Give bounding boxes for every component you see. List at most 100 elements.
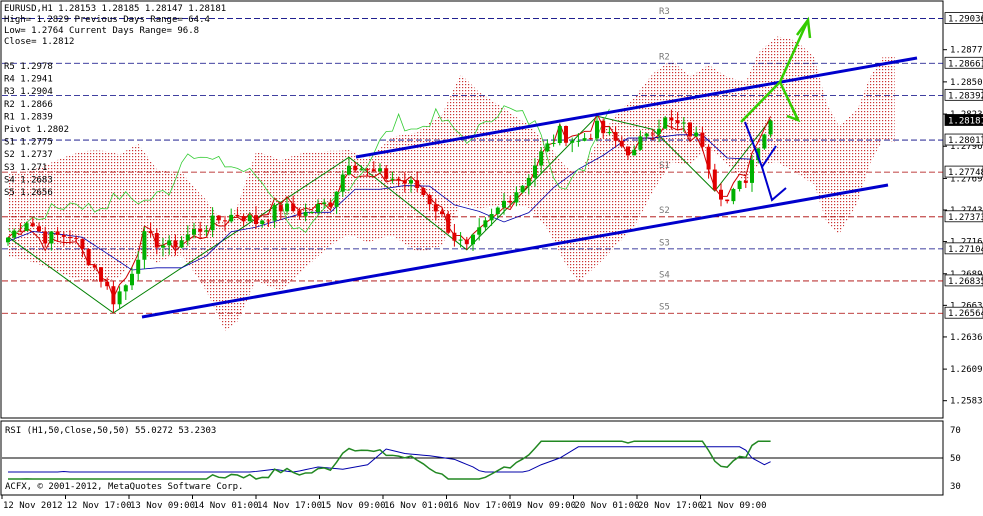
candle-body	[669, 117, 674, 121]
resistance-trendline	[355, 56, 918, 159]
candle-body	[235, 214, 240, 217]
pivot-label-list: R5 1.2978 R4 1.2941 R3 1.2904 R2 1.2866 R1 1…	[4, 62, 69, 198]
time-tick-label: 14 Nov 17:00	[257, 501, 322, 511]
price-tick-label: 1.28775	[950, 46, 983, 56]
candle-body	[136, 259, 141, 274]
arrow-head	[786, 106, 801, 123]
pivot-zone-label: S3	[659, 238, 670, 248]
candle-body	[254, 215, 258, 225]
candle-body	[12, 230, 17, 238]
candle-body	[446, 214, 451, 233]
candle-body	[706, 146, 711, 170]
candle-body	[272, 205, 277, 221]
candle-body	[489, 214, 494, 221]
price-tick-label: 1.26365	[950, 333, 983, 343]
candle-body	[92, 265, 97, 268]
price-highlight-box	[944, 274, 983, 287]
candle-body	[371, 169, 376, 172]
pivot-label: R3 1.2904	[4, 87, 53, 97]
candle-body	[30, 223, 35, 227]
ichimoku-cloud	[8, 36, 895, 331]
pivot-label: R1 1.2839	[4, 112, 53, 122]
candle-body	[551, 143, 556, 145]
price-highlight-label: 1.28392	[948, 91, 983, 101]
candle-body	[570, 140, 575, 143]
pivot-label: S2 1.2737	[4, 150, 53, 160]
pivot-zone-label: S5	[659, 303, 670, 313]
time-tick-label: 14 Nov 01:00	[194, 501, 259, 511]
candle-body	[247, 215, 252, 222]
candle-body	[613, 131, 618, 141]
price-tick-label: 1.27965	[950, 142, 983, 152]
candle-body	[520, 185, 525, 193]
candle-body	[365, 169, 370, 171]
rsi-signal-line	[8, 446, 771, 473]
candle-body	[297, 211, 302, 216]
candle-body	[384, 168, 389, 179]
price-tick-label: 1.26095	[950, 365, 983, 375]
info-line: Low= 1.2764 Current Days Range= 96.8	[4, 26, 199, 36]
pivot-label: R5 1.2978	[4, 62, 53, 72]
pivot-label: R4 1.2941	[4, 75, 53, 85]
candle-body	[123, 285, 128, 292]
pivot-zone-label: S2	[659, 206, 670, 216]
candle-body	[526, 177, 531, 186]
candle-body	[663, 117, 668, 129]
bearish-drop-arrow	[761, 166, 787, 202]
candle-body	[353, 165, 358, 171]
rsi-tick-label: 30	[950, 482, 961, 492]
price-highlight-box	[944, 165, 983, 178]
price-highlight-box	[944, 306, 983, 319]
support-trendline	[141, 183, 889, 319]
price-tick-label: 1.26630	[950, 301, 983, 311]
candle-body	[564, 126, 568, 143]
candle-body	[415, 180, 420, 189]
candle-body	[396, 178, 401, 181]
price-highlight-box	[944, 114, 983, 126]
rsi-tick-label: 50	[950, 454, 961, 464]
candle-body	[737, 180, 742, 189]
candle-body	[216, 215, 221, 221]
candle-body	[74, 238, 79, 240]
candle-body	[452, 232, 457, 241]
candle-body	[117, 291, 122, 305]
candles	[6, 109, 773, 313]
time-tick-label: 12 Nov 17:00	[67, 501, 132, 511]
info-block: EURUSD,H1 1.28153 1.28185 1.28147 1.2818…	[4, 4, 226, 47]
candle-body	[657, 128, 661, 134]
candle-body	[644, 133, 649, 137]
price-highlight-box	[944, 210, 983, 223]
candle-body	[508, 200, 513, 203]
candle-body	[502, 200, 506, 208]
price-highlight-label: 1.27104	[948, 245, 983, 255]
pivot-zone-label: S4	[659, 271, 670, 281]
candle-body	[303, 212, 308, 216]
price-highlight-box	[944, 242, 983, 255]
candle-body	[471, 234, 475, 245]
price-highlight-label: 1.28017	[948, 136, 983, 146]
candle-body	[316, 203, 320, 213]
pivot-label: S4 1.2683	[4, 175, 53, 185]
price-highlight-label: 1.28181	[948, 116, 983, 126]
candle-body	[192, 228, 196, 235]
candle-body	[278, 205, 283, 212]
candle-body	[750, 160, 754, 183]
candle-body	[675, 120, 680, 124]
candle-body	[347, 165, 351, 175]
candle-body	[483, 220, 488, 228]
copyright: ACFX, © 2001-2012, MetaQuotes Software C…	[5, 482, 243, 492]
price-highlight-box	[944, 56, 983, 69]
candle-body	[650, 133, 655, 135]
candle-body	[762, 134, 767, 149]
candle-body	[638, 136, 643, 150]
price-highlight-label: 1.28661	[948, 59, 983, 69]
candle-body	[260, 220, 265, 225]
candle-body	[464, 239, 469, 245]
candle-body	[340, 174, 345, 192]
candle-body	[632, 149, 637, 156]
candle-body	[161, 245, 165, 248]
candle-body	[105, 281, 110, 287]
candle-body	[99, 267, 103, 282]
candle-body	[241, 216, 246, 222]
rsi-panel: 70 50 30	[2, 426, 961, 492]
